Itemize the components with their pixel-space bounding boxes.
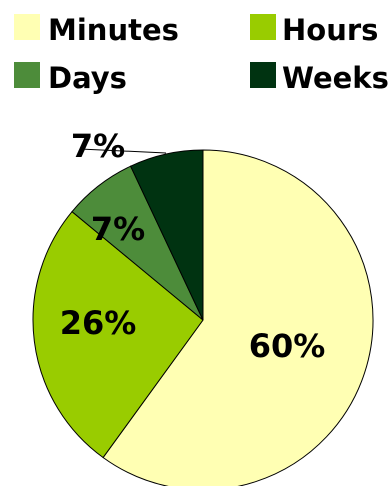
data-label-hours: 26% — [60, 304, 137, 342]
legend-swatch-days — [14, 62, 40, 88]
pie-slices — [32, 149, 374, 486]
leader-line-weeks — [79, 148, 167, 154]
legend-label-weeks: Weeks — [282, 61, 389, 95]
data-label-days: 7% — [91, 210, 145, 248]
pie-slice-minutes — [102, 149, 374, 486]
data-labels: 60% 26% 7% 7% — [60, 127, 326, 365]
pie-slice-weeks — [129, 149, 204, 321]
data-label-weeks: 7% — [71, 127, 125, 165]
legend-label-minutes: Minutes — [48, 13, 179, 47]
legend-swatch-hours — [250, 14, 276, 40]
legend-swatch-minutes — [14, 14, 40, 40]
data-label-minutes: 60% — [249, 327, 326, 365]
legend-label-hours: Hours — [282, 13, 378, 47]
pie-slice-hours — [32, 210, 204, 459]
leader-lines — [79, 148, 167, 154]
legend-swatch-weeks — [250, 62, 276, 88]
legend-label-days: Days — [48, 61, 127, 95]
chart-legend: Minutes Hours Days Weeks — [14, 13, 389, 95]
